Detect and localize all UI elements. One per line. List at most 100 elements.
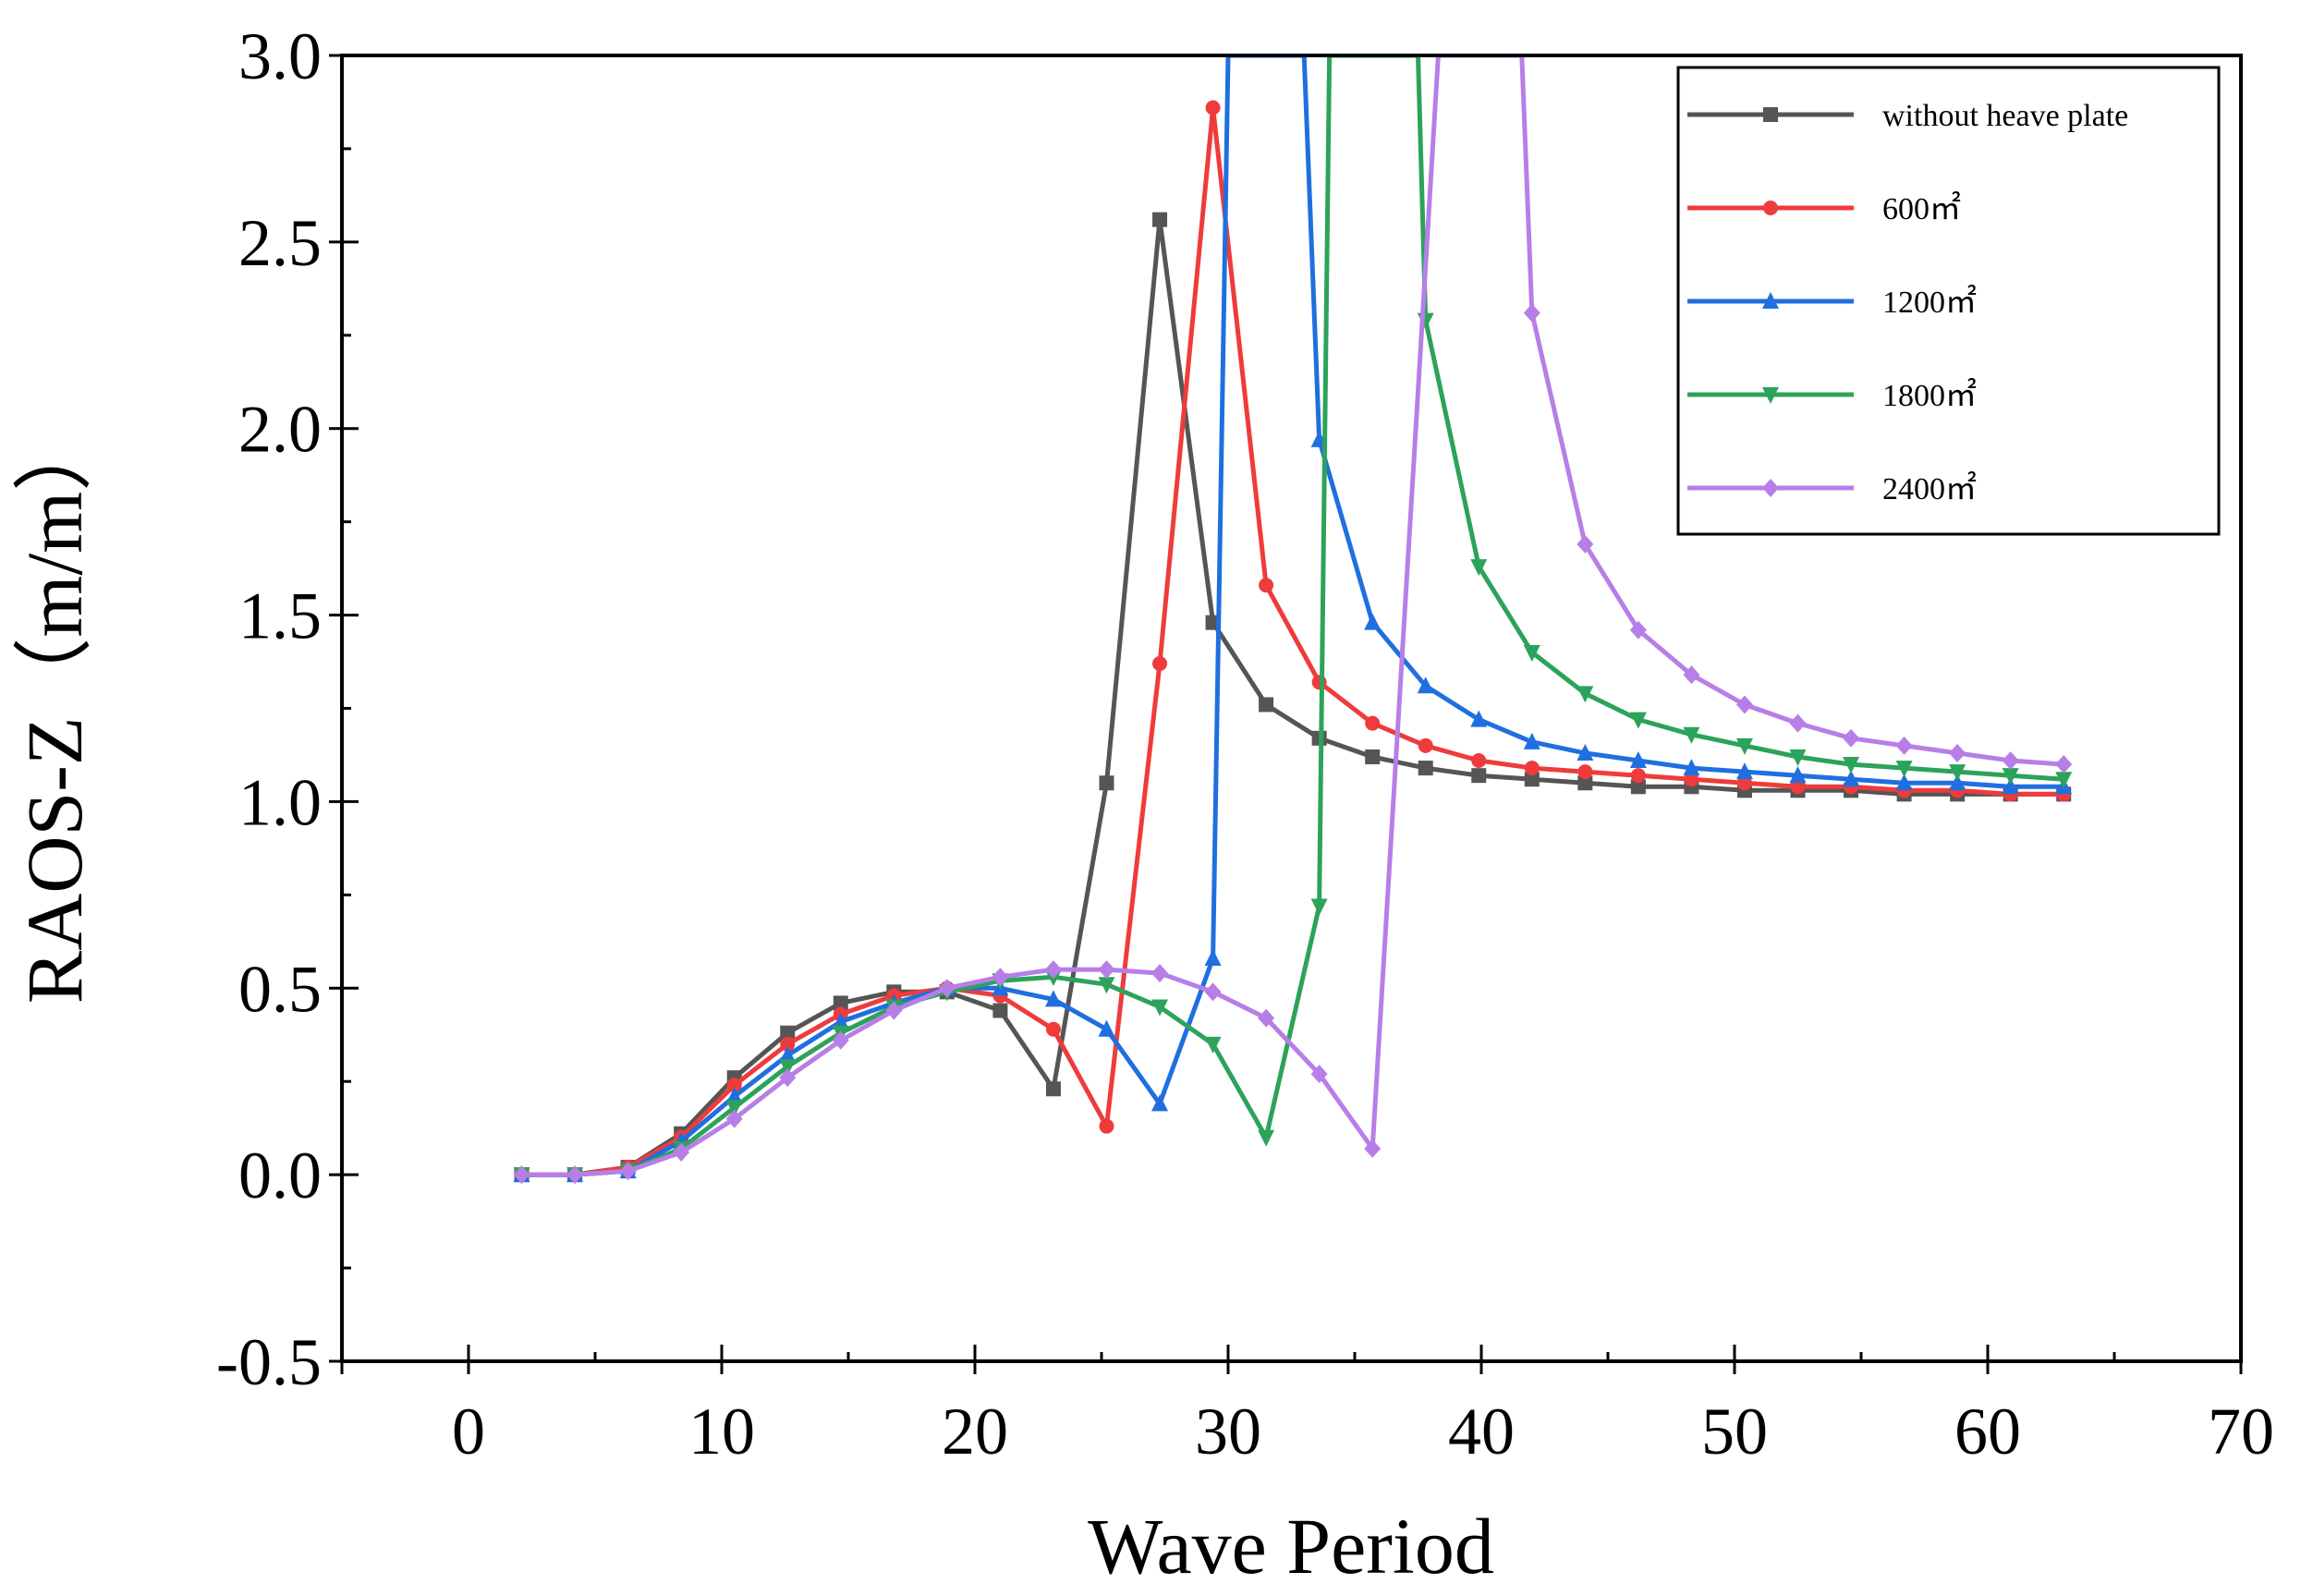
data-point [1098,1019,1115,1037]
data-point [1523,644,1540,662]
x-tick-label: 40 [1448,1395,1515,1468]
data-point [1258,1129,1275,1147]
data-point [1630,779,1646,795]
data-point [1949,764,1966,782]
data-point [725,1109,743,1128]
y-tick-label: 1.0 [238,765,322,839]
data-point [1365,749,1381,764]
y-axis-title: RAOS-Z（m/m） [10,412,99,1004]
data-point [1843,728,1860,748]
data-point [1577,764,1593,780]
data-point [1045,1081,1061,1097]
data-point [1204,948,1222,966]
data-point [1205,100,1221,116]
legend-marker [1762,292,1779,309]
data-point [1098,960,1115,980]
data-point [1258,1008,1275,1028]
data-point [1790,779,1806,795]
y-tick-label: 1.5 [238,579,322,653]
data-point [1736,775,1752,791]
series-line [521,105,2064,1177]
y-tick-label: -0.5 [216,1325,322,1399]
series-line [521,55,2064,1177]
data-point [1735,695,1753,714]
data-point [725,1100,743,1117]
series-4 [513,55,2073,1185]
series-line [521,217,2064,1177]
data-point [1524,772,1540,787]
data-point [1259,578,1274,593]
data-point [1310,898,1328,916]
y-tick-label: 2.0 [238,393,322,467]
data-point [2002,768,2019,786]
data-point [885,1001,903,1020]
data-point [1789,749,1807,766]
data-point [1364,613,1382,630]
data-point [1895,736,1913,755]
data-point [1523,732,1540,749]
data-point [1577,743,1594,761]
data-point [2002,777,2019,795]
data-point [779,1045,797,1063]
legend-item: without heave plate [1687,99,2128,133]
data-point [1365,715,1381,731]
legend-label: 1800㎡ [1882,378,1977,413]
legend-item: 600㎡ [1687,191,1961,226]
data-point [1204,982,1222,1002]
data-point [832,1030,849,1050]
legend-marker [1763,107,1778,122]
data-point [2055,755,2073,774]
data-point [1418,761,1433,776]
data-point [1045,1021,1061,1037]
data-point [673,1142,690,1162]
legend-marker [1763,201,1778,215]
data-point [1789,713,1807,733]
axis-ticks: 0 10 20 30 40 50 60 70 -0.5 0.0 0.5 1.0 1.5 2.0 2.5 3.0 [216,19,2274,1468]
data-point [726,1078,742,1093]
data-point [1949,743,1966,762]
data-point [1310,1065,1328,1084]
data-point [1630,768,1646,784]
y-tick-label: 2.5 [238,206,322,280]
data-point [513,1165,530,1185]
y-tick-label: 0.0 [238,1139,322,1212]
data-point [780,1036,796,1052]
data-point [780,1025,796,1041]
data-point [1843,757,1860,774]
data-point [1418,737,1433,753]
data-point [1524,761,1540,776]
legend-label: without heave plate [1882,99,2128,133]
data-point [1151,964,1169,983]
data-point [1843,770,1860,787]
legend-item: 2400㎡ [1687,471,1977,506]
legend-label: 2400㎡ [1882,471,1977,506]
y-tick-label: 0.5 [238,952,322,1026]
data-point [1629,712,1647,729]
data-point [2002,751,2019,771]
x-axis-title: Wave Period [1088,1502,1494,1590]
data-point [1151,1094,1169,1112]
legend-marker [1762,479,1779,497]
data-point [619,1162,637,1181]
data-point [779,1068,797,1088]
data-point [1895,761,1913,778]
data-point [1470,710,1488,727]
y-tick-label: 3.0 [238,19,322,93]
x-tick-label: 60 [1954,1395,2021,1468]
legend-label: 600㎡ [1882,191,1961,226]
data-point [1259,697,1274,713]
data-point [1577,775,1593,791]
x-tick-label: 70 [2208,1395,2274,1468]
data-point [1577,686,1594,703]
data-point [1471,768,1487,784]
data-point [1735,737,1753,755]
data-point [725,1087,743,1104]
legend: without heave plate 600㎡ 1200㎡ 1800㎡ 2400㎡ [1676,66,2221,536]
data-point [1471,753,1487,769]
data-point [1629,620,1647,640]
data-point [938,979,956,998]
data-point [1152,656,1168,672]
data-point [1417,676,1434,694]
legend-item: 1800㎡ [1687,378,1977,413]
